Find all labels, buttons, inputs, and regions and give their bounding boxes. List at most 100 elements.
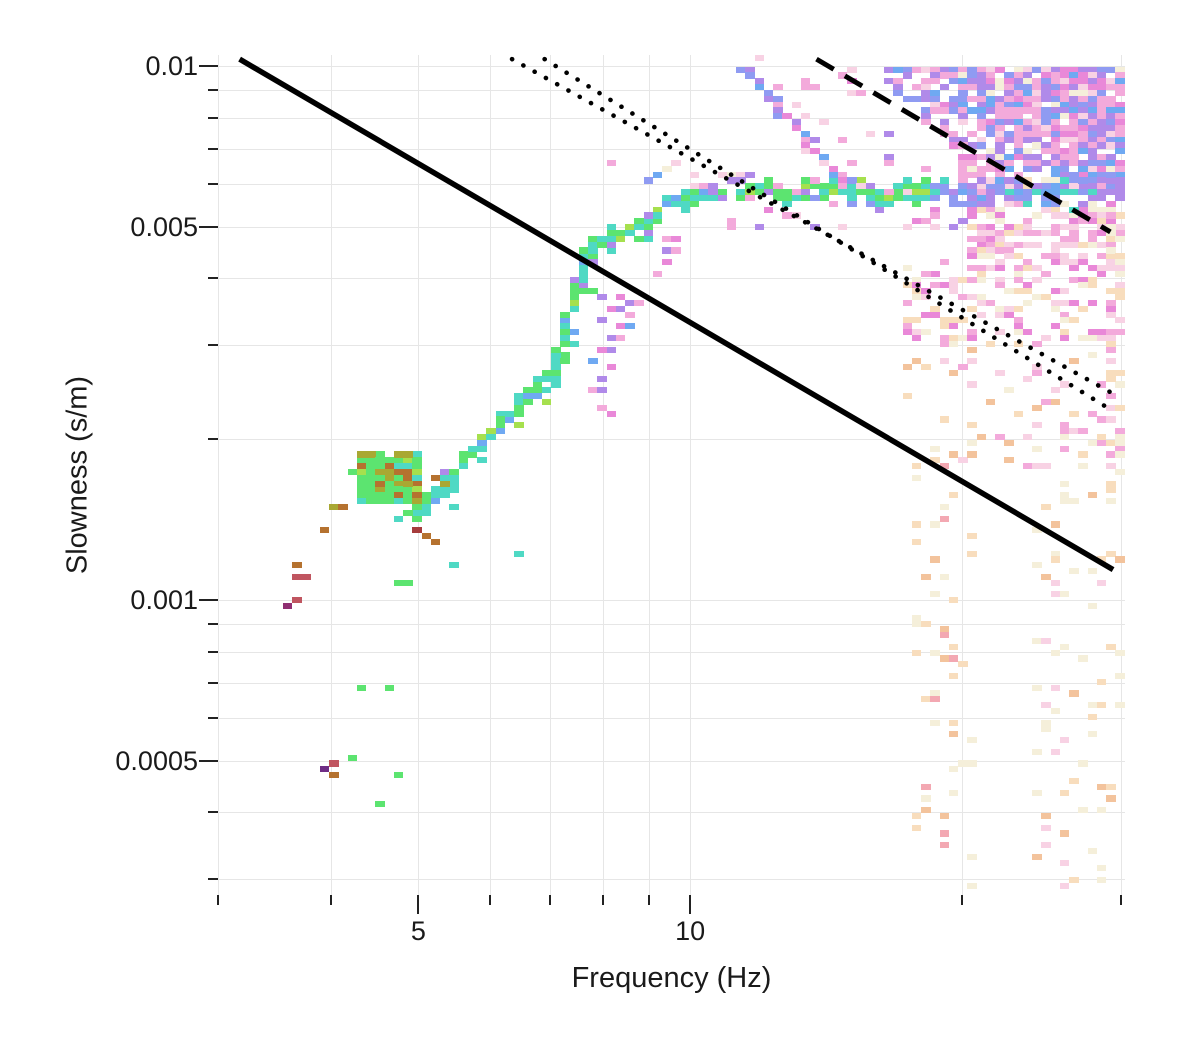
heatmap-cell: [976, 194, 987, 202]
gridline-x: [690, 55, 692, 895]
heatmap-cell: [930, 224, 940, 231]
heatmap-cell: [736, 171, 746, 178]
heatmap-cell: [671, 194, 681, 202]
heatmap-cell: [1032, 340, 1042, 347]
heatmap-cell: [1124, 218, 1125, 225]
heatmap-cell: [930, 212, 940, 219]
heatmap-cell: [1115, 107, 1125, 114]
heatmap-cell: [1124, 661, 1125, 668]
heatmap-cell: [948, 451, 959, 458]
heatmap-cell: [902, 323, 913, 330]
heatmap-cell: [1087, 241, 1098, 248]
heatmap-cell: [1059, 428, 1070, 435]
heatmap-cell: [930, 189, 940, 196]
heatmap-cell: [967, 451, 977, 458]
heatmap-cell: [847, 66, 857, 73]
heatmap-cell: [366, 463, 376, 470]
heatmap-cell: [893, 194, 903, 202]
heatmap-cell: [985, 194, 996, 202]
heatmap-cell: [976, 189, 987, 196]
heatmap-cell: [902, 317, 913, 324]
heatmap-cell: [1124, 311, 1125, 318]
heatmap-cell: [1078, 95, 1088, 102]
heatmap-cell: [754, 78, 765, 85]
heatmap-cell: [976, 171, 987, 178]
heatmap-cell: [1050, 288, 1061, 295]
heatmap-cell: [292, 573, 302, 580]
heatmap-cell: [995, 84, 1005, 91]
heatmap-cell: [560, 358, 570, 365]
heatmap-cell: [1096, 264, 1107, 271]
heatmap-cell: [1069, 229, 1079, 237]
heatmap-cell: [930, 89, 940, 97]
heatmap-cell: [1106, 224, 1116, 231]
heatmap-cell: [606, 159, 617, 167]
heatmap-cell: [893, 89, 903, 97]
heatmap-cell: [560, 352, 570, 359]
heatmap-cell: [458, 463, 469, 470]
heatmap-cell: [1106, 340, 1116, 347]
heatmap-cell: [1124, 142, 1125, 149]
heatmap-cell: [1096, 270, 1107, 277]
heatmap-cell: [1022, 84, 1033, 91]
heatmap-cell: [588, 288, 598, 295]
heatmap-cell: [976, 154, 987, 161]
heatmap-cell: [1050, 136, 1061, 143]
heatmap-cell: [967, 533, 977, 540]
heatmap-cell: [1115, 113, 1125, 120]
heatmap-cell: [921, 165, 931, 172]
heatmap-cell: [995, 148, 1005, 155]
heatmap-cell: [1087, 84, 1098, 91]
heatmap-cell: [911, 95, 922, 102]
heatmap-cell: [819, 183, 829, 190]
heatmap-cell: [1096, 579, 1107, 586]
heatmap-cell: [1022, 375, 1033, 382]
heatmap-cell: [652, 212, 663, 219]
heatmap-cell: [1050, 253, 1061, 260]
heatmap-cell: [791, 189, 802, 196]
heatmap-cell: [967, 66, 977, 73]
heatmap-cell: [606, 224, 617, 231]
gridline-y: [218, 278, 1125, 280]
heatmap-cell: [1050, 95, 1061, 102]
heatmap-cell: [1069, 148, 1079, 155]
heatmap-cell: [1050, 684, 1061, 691]
heatmap-cell: [1022, 259, 1033, 266]
heatmap-cell: [921, 66, 931, 73]
heatmap-cell: [597, 235, 607, 242]
heatmap-cell: [819, 154, 829, 161]
heatmap-cell: [1115, 72, 1125, 79]
heatmap-cell: [930, 690, 940, 697]
heatmap-cell: [1022, 154, 1033, 161]
heatmap-cell: [1069, 124, 1079, 132]
heatmap-cell: [1106, 189, 1116, 196]
heatmap-cell: [911, 329, 922, 336]
heatmap-cell: [1059, 492, 1070, 499]
heatmap-cell: [1106, 229, 1116, 237]
heatmap-cell: [541, 375, 552, 382]
gridline-y: [218, 184, 1125, 186]
heatmap-cell: [1124, 107, 1125, 114]
heatmap-cell: [1106, 463, 1116, 470]
heatmap-cell: [921, 183, 931, 190]
heatmap-cell: [689, 183, 700, 190]
heatmap-cell: [606, 410, 617, 417]
heatmap-cell: [893, 78, 903, 85]
heatmap-cell: [1069, 428, 1079, 435]
heatmap-cell: [1078, 305, 1088, 312]
heatmap-cell: [1106, 218, 1116, 225]
heatmap-cell: [902, 95, 913, 102]
heatmap-cell: [1106, 259, 1116, 266]
heatmap-cell: [800, 84, 811, 91]
ref-line-dotted-limit-upper: [509, 56, 1113, 395]
heatmap-cell: [967, 334, 977, 341]
heatmap-cell: [1059, 95, 1070, 102]
heatmap-cell: [1096, 807, 1107, 814]
heatmap-cell: [680, 194, 691, 202]
heatmap-cell: [819, 194, 829, 202]
heatmap-cell: [356, 486, 367, 493]
heatmap-cell: [1087, 154, 1098, 161]
heatmap-cell: [828, 165, 839, 172]
heatmap-cell: [995, 183, 1005, 190]
heatmap-cell: [1106, 200, 1116, 207]
